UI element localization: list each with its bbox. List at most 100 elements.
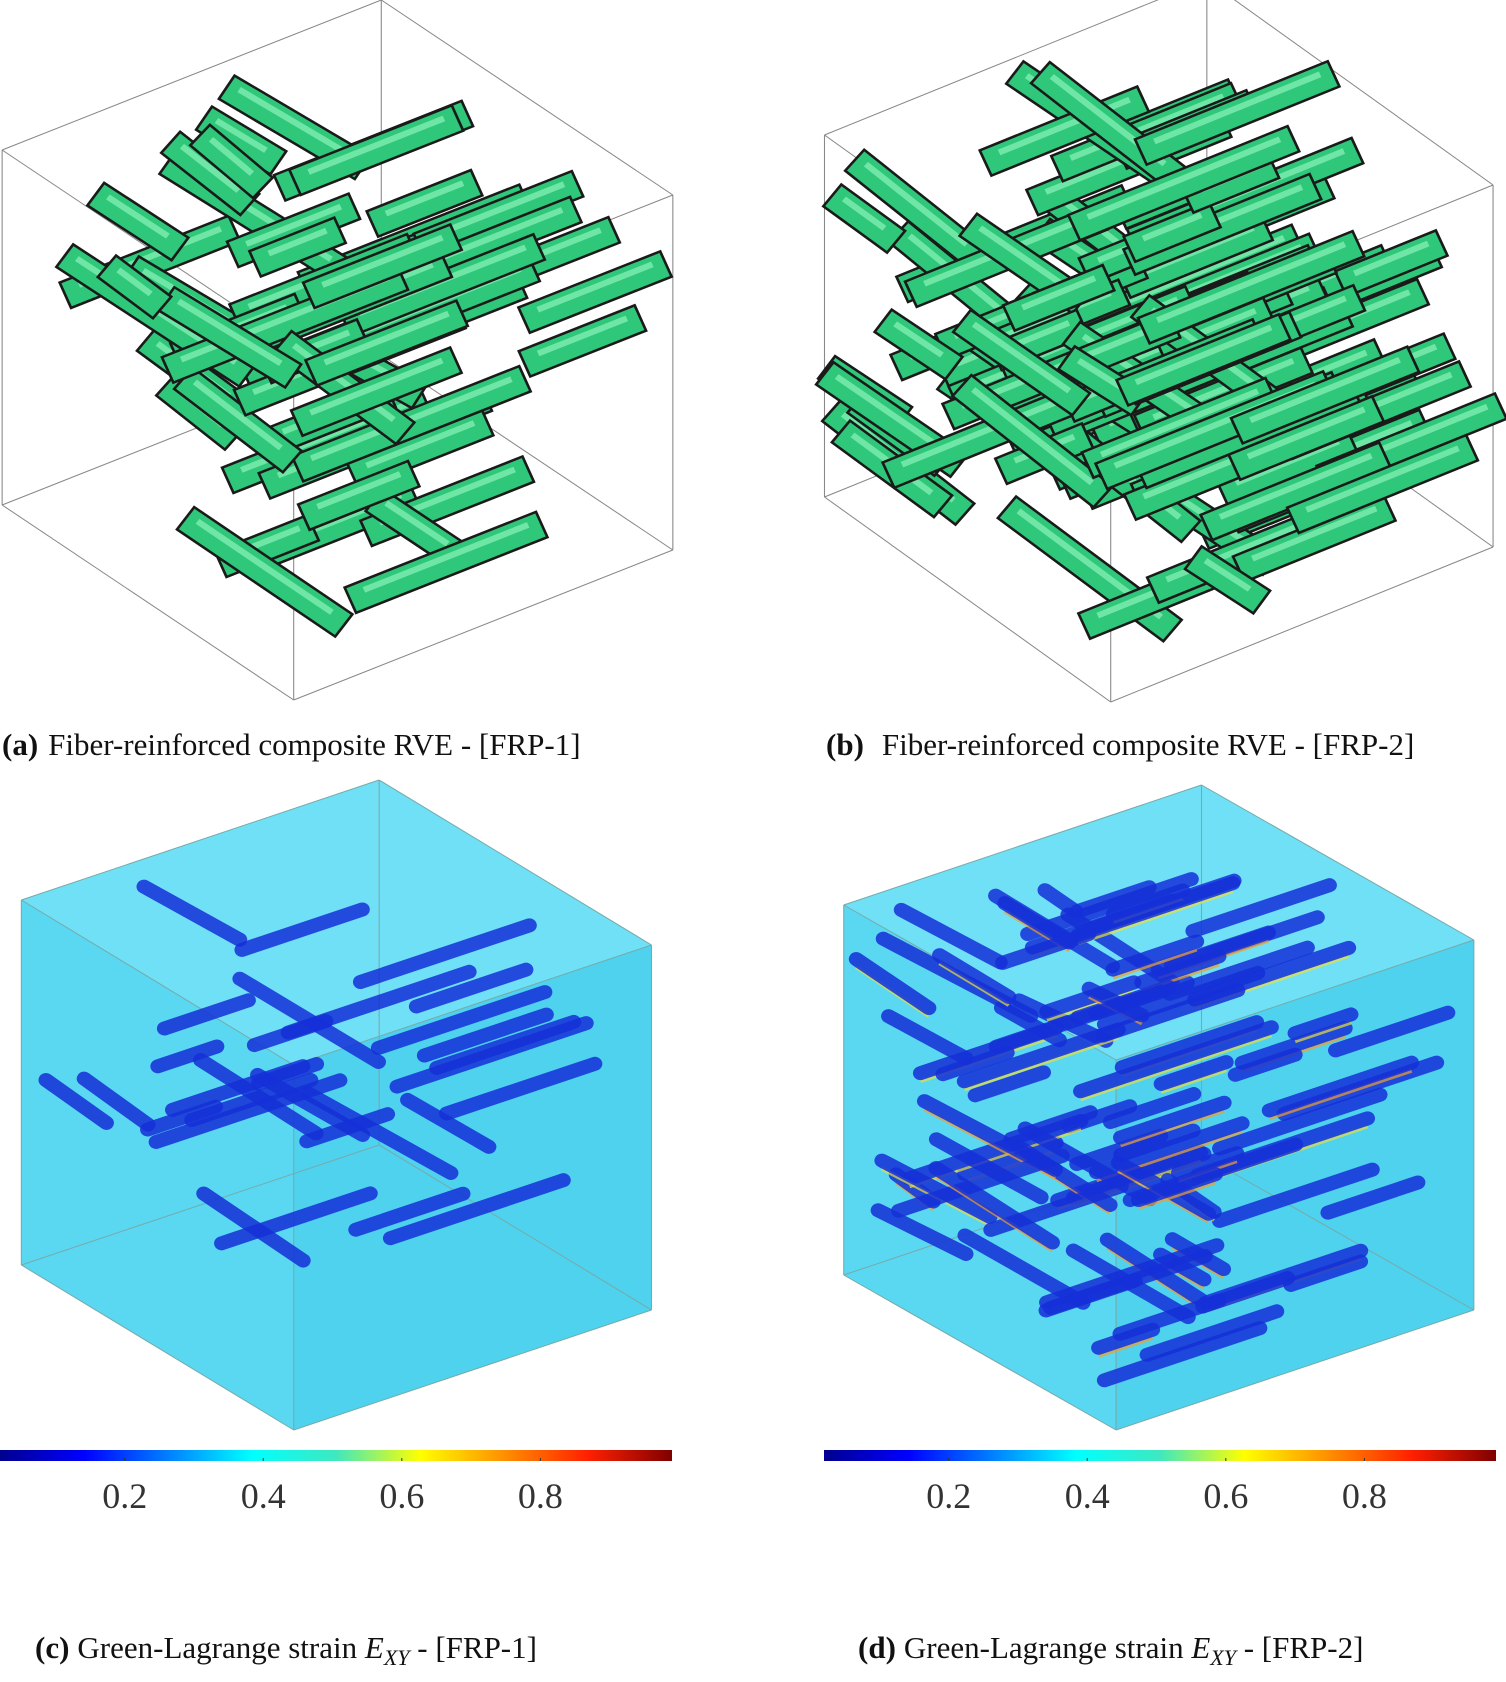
math-subscript: XY [1209,1645,1238,1670]
fiber [1102,1087,1202,1129]
colorbar-tick-label: 0.8 [1342,1476,1387,1516]
colorbar-tick-label: 0.8 [518,1476,563,1516]
colorbar-tick-label: 0.4 [1065,1476,1110,1516]
panel-label: (b) [826,727,864,762]
strain-band [1119,1108,1225,1148]
cube-edge [824,0,1159,136]
fiber [1004,266,1113,330]
colorbar-tick-label: 0.2 [926,1476,971,1516]
fiber-highlight [179,143,241,193]
fiber-highlight [309,357,444,416]
fiber [196,1186,311,1268]
fiber-highlight [863,161,969,247]
fiber [870,1203,974,1261]
fiber-highlight [841,196,887,231]
fiber [197,108,285,173]
fiber-highlight [834,374,950,455]
fiber-highlight [431,181,566,239]
caption: (b) Fiber-reinforced composite RVE - [FRP… [826,727,1414,762]
fiber [163,133,258,214]
fiber [178,508,351,635]
fiber-highlight [1305,445,1460,513]
fiber [345,257,538,353]
cube-edge [293,1309,652,1431]
fiber [416,1007,554,1063]
fiber-highlight [971,387,1094,486]
fiber [1037,883,1084,919]
fiber [368,171,481,235]
fiber [997,896,1077,950]
fiber [893,902,1008,970]
fiber [382,1173,571,1246]
fiber-highlight [1353,240,1430,277]
fiber [955,311,1089,414]
cube-edge [380,354,674,551]
fiber [928,1132,1049,1205]
rve-cube [843,784,1475,1431]
fiber-highlight [195,518,334,615]
fiber [1060,348,1146,414]
fiber [876,311,961,378]
fiber [341,235,544,335]
caption-text: Fiber-reinforced composite RVE - [FRP-2] [882,727,1414,762]
strain-band [1077,889,1234,945]
cube-edge [1201,1154,1475,1311]
cube-edge [378,1144,652,1311]
strain-band [963,1035,1119,1092]
fiber-highlight [208,137,255,176]
strain-band [1294,1020,1352,1044]
colorbar [824,1450,1496,1461]
fiber [150,1039,225,1074]
fiber [348,411,492,487]
panel-label: (c) [35,1630,69,1665]
fiber [1038,1273,1143,1318]
caption: (c) Green-Lagrange strain EXY - [FRP-1] [35,1630,537,1670]
fiber [346,513,546,612]
fiber [891,1148,1070,1218]
fiber-highlight [384,500,450,547]
rve-cube [814,0,1506,703]
fiber [1232,348,1418,442]
fiber-highlight [1251,505,1378,562]
fiber [158,376,242,448]
fiber [1083,379,1276,477]
cube-edge [1233,0,1494,186]
fiber-highlight [1141,212,1203,242]
fiber [1261,1055,1420,1118]
cube-edge [21,899,294,1066]
fiber [408,962,534,1014]
fiber [932,948,1017,1005]
fiber [99,257,170,317]
fiber [1202,444,1390,539]
fiber [874,1153,998,1224]
cube-edge [1201,784,1475,941]
fiber-highlight [307,115,446,175]
fiber [881,1009,974,1066]
fiber [1230,397,1383,479]
fiber [439,1056,603,1121]
fiber [214,1186,378,1251]
fiber [1096,1321,1268,1388]
cube-edge [824,496,1112,703]
colorbar-tick-label: 0.6 [379,1476,424,1516]
fiber [299,1107,396,1149]
cube-edge [843,784,1202,906]
fiber [1218,429,1357,505]
fiber [1139,1304,1285,1362]
fiber-highlight [106,194,170,239]
fiber-highlight [1155,241,1347,323]
fiber [1186,548,1269,612]
fiber [307,302,466,384]
fiber [1328,1005,1456,1058]
fiber [400,1092,497,1154]
fiber-highlight [321,234,444,288]
fiber [220,77,369,178]
colorbar [0,1450,672,1461]
fiber-highlight [1021,275,1097,311]
caption-text: Green-Lagrange strain [904,1630,1191,1665]
fiber [848,952,937,1016]
fiber-highlight [1249,356,1401,424]
fiber [1287,1007,1359,1041]
fiber-highlight [192,379,283,451]
